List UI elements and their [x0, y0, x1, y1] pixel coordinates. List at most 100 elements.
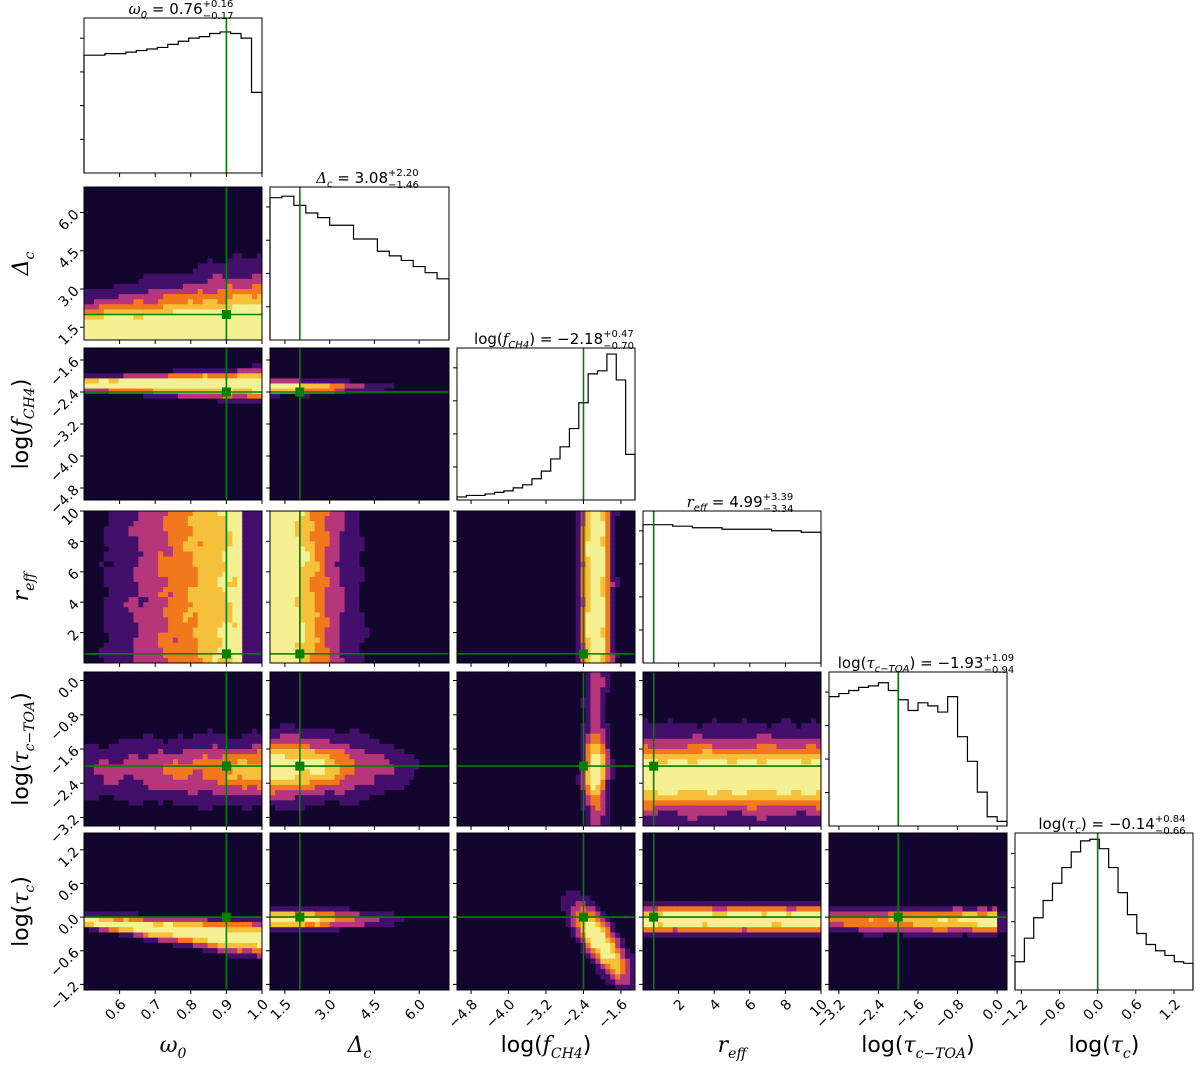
title-minus: −0.66 — [1155, 826, 1186, 837]
title-plus: +0.84 — [1155, 814, 1186, 825]
truth-marker — [649, 912, 659, 922]
y-tick-label-tc: −1.2 — [47, 979, 82, 1014]
truth-marker — [295, 649, 305, 659]
x-tick-label-tc: 0.0 — [1080, 997, 1107, 1024]
x-axis-label-tc: log(τc) — [1069, 1033, 1140, 1062]
y-tick-label-fch4: −3.2 — [47, 418, 82, 453]
panel-frame — [642, 510, 822, 664]
truth-marker — [295, 387, 305, 397]
contour-panel-tctoa-tc — [828, 832, 1008, 991]
x-tick-label-w0: 0.7 — [138, 997, 165, 1024]
x-tick-label-dc: 4.5 — [357, 997, 384, 1024]
hist-panel-fch4: log(fCH4) = −2.18+0.47 −0.70 — [453, 329, 636, 501]
x-tick-label-tc: 0.6 — [1119, 997, 1146, 1024]
hist-title-w0: ω0 = 0.76+0.16 −0.17 — [129, 0, 234, 22]
x-axis-label-dc: Δc — [347, 1033, 372, 1062]
title-minus: −0.94 — [984, 665, 1015, 676]
x-tick-label-dc: 6.0 — [402, 997, 429, 1024]
truth-marker — [578, 761, 588, 771]
hist-title-tc: log(τc) = −0.14+0.84 −0.66 — [1038, 814, 1185, 837]
histogram-steps — [828, 682, 1008, 826]
hist-panel-reff: reff = 4.99+3.39 −3.34 — [639, 492, 822, 664]
contour-panel-w0-dc — [83, 186, 263, 341]
contour-panel-fch4-tctoa — [456, 671, 636, 827]
x-tick-label-fch4: −1.6 — [595, 997, 630, 1032]
contour-panel-w0-fch4 — [83, 347, 263, 501]
panel-frame — [83, 186, 263, 341]
y-tick-label-tc: 0.6 — [56, 878, 83, 905]
x-tick-label-fch4: −3.2 — [521, 997, 556, 1032]
y-tick-label-dc: 6.0 — [56, 207, 83, 234]
x-tick-label-tctoa: −2.4 — [853, 997, 888, 1032]
y-tick-label-fch4: −1.6 — [47, 354, 82, 389]
contour-panel-dc-reff — [269, 510, 450, 664]
panel-frame — [456, 347, 636, 501]
y-tick-label-fch4: −2.4 — [47, 386, 82, 421]
truth-marker — [221, 912, 231, 922]
title-minus: −0.70 — [603, 341, 634, 352]
y-axis-label-reff: reff — [9, 571, 38, 602]
x-tick-label-tc: −0.6 — [1034, 997, 1069, 1032]
hist-panel-dc: Δc = 3.08+2.20 −1.46 — [266, 168, 450, 341]
truth-marker — [295, 761, 305, 771]
x-tick-label-reff: 6 — [742, 997, 760, 1015]
x-axis-label-tctoa: log(τc−TOA) — [861, 1033, 974, 1062]
truth-marker — [295, 912, 305, 922]
x-tick-label-w0: 0.9 — [209, 997, 236, 1024]
histogram-steps — [456, 353, 636, 500]
contour-panel-w0-reff — [83, 510, 263, 664]
truth-marker — [221, 387, 231, 397]
hist-title-tctoa: log(τc−TOA) = −1.93+1.09 −0.94 — [838, 653, 1014, 676]
y-tick-label-tc: 1.2 — [56, 844, 83, 871]
x-tick-label-w0: 0.8 — [174, 997, 201, 1024]
y-tick-label-dc: 3.0 — [56, 283, 83, 310]
title-minus: −3.34 — [763, 504, 794, 515]
x-tick-label-reff: 4 — [706, 997, 724, 1015]
panel-frame — [269, 510, 450, 664]
x-tick-label-dc: 3.0 — [313, 997, 340, 1024]
hist-title-reff: reff = 4.99+3.39 −3.34 — [687, 492, 794, 515]
contour-panel-w0-tc — [83, 832, 263, 991]
y-tick-label-dc: 4.5 — [56, 245, 83, 272]
x-axis-label-reff: reff — [718, 1033, 749, 1062]
y-tick-label-tctoa: −2.4 — [47, 778, 82, 813]
x-axis-label-fch4: log(fCH4) — [501, 1033, 592, 1062]
contour-panel-fch4-reff — [456, 510, 636, 664]
contour-panel-fch4-tc — [456, 832, 636, 991]
title-plus: +1.09 — [983, 653, 1014, 664]
title-minus: −1.46 — [388, 180, 419, 191]
x-axis-label-w0: ω0 — [160, 1033, 187, 1062]
histogram-steps — [642, 524, 822, 663]
y-tick-label-tctoa: 0.0 — [56, 675, 83, 702]
contour-panel-dc-tc — [269, 832, 450, 991]
contour-panel-reff-tctoa — [642, 671, 822, 827]
y-axis-label-dc: Δc — [9, 251, 38, 276]
y-tick-label-tctoa: −0.8 — [47, 709, 82, 744]
x-tick-label-tctoa: −0.8 — [932, 997, 967, 1032]
y-tick-label-reff: 8 — [65, 536, 83, 554]
y-tick-label-fch4: −4.0 — [47, 450, 82, 485]
truth-marker — [649, 761, 659, 771]
truth-marker — [578, 912, 588, 922]
panel-frame — [642, 832, 822, 991]
truth-marker — [221, 649, 231, 659]
y-tick-label-reff: 6 — [65, 566, 83, 584]
x-tick-label-reff: 2 — [671, 997, 689, 1015]
title-plus: +0.16 — [203, 0, 234, 10]
x-tick-label-fch4: −2.4 — [558, 997, 593, 1032]
truth-marker — [221, 761, 231, 771]
x-tick-label-reff: 8 — [778, 997, 796, 1015]
hist-panel-w0: ω0 = 0.76+0.16 −0.17 — [80, 0, 263, 174]
x-tick-label-dc: 1.5 — [268, 997, 295, 1024]
title-plus: +0.47 — [603, 329, 634, 340]
x-tick-label-tc: −1.2 — [996, 997, 1031, 1032]
panel-frame — [83, 17, 263, 174]
truth-marker — [578, 649, 588, 659]
title-plus: +2.20 — [388, 168, 419, 179]
x-tick-label-fch4: −4.0 — [483, 997, 518, 1032]
contour-panel-w0-tctoa — [83, 671, 263, 827]
y-tick-label-reff: 2 — [65, 627, 83, 645]
panel-frame — [83, 832, 263, 991]
y-tick-label-tc: 0.0 — [56, 911, 83, 938]
